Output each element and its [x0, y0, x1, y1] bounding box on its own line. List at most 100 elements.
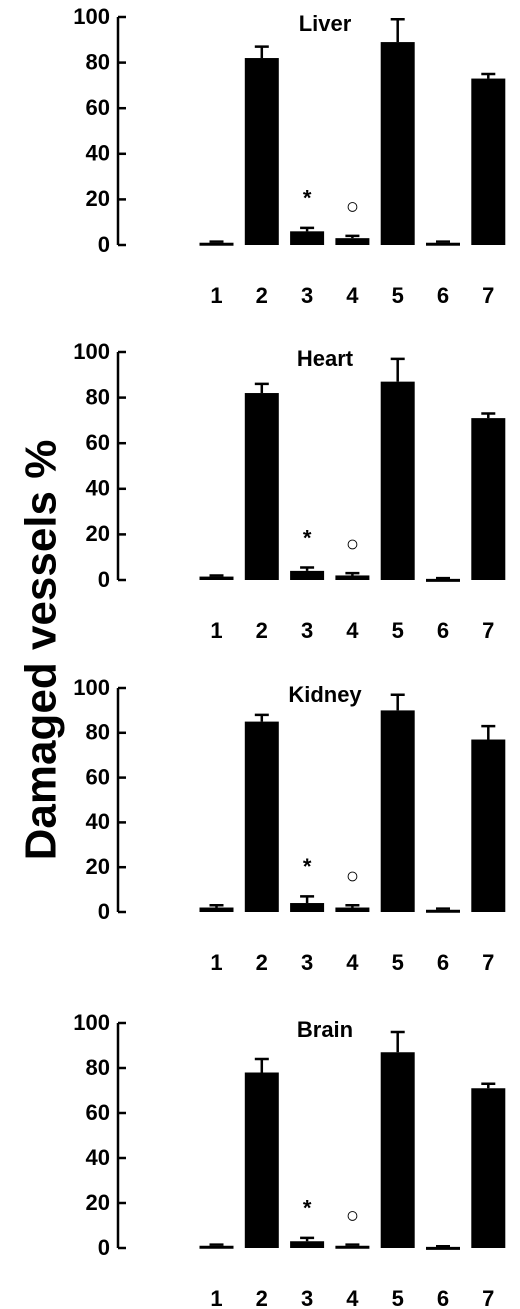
- x-tick-label: 5: [392, 950, 404, 975]
- annotation: ○: [346, 531, 359, 556]
- x-tick-label: 5: [392, 1286, 404, 1309]
- x-tick-label: 2: [256, 1286, 268, 1309]
- annotation: ○: [346, 863, 359, 888]
- error-bar: [254, 713, 269, 722]
- annotation: *: [303, 186, 312, 211]
- bar: [426, 909, 460, 913]
- y-tick-label: 0: [98, 899, 110, 924]
- x-tick-label: 1: [210, 618, 222, 643]
- error-bar: [254, 45, 269, 59]
- y-tick-label: 20: [86, 854, 110, 879]
- error-bar: [436, 240, 450, 243]
- error-bar: [209, 240, 224, 243]
- error-bar: [390, 357, 405, 382]
- annotation: *: [303, 1196, 312, 1221]
- y-tick-label: 20: [86, 1190, 110, 1215]
- x-tick-label: 3: [301, 950, 313, 975]
- x-tick-label: 1: [210, 1286, 222, 1309]
- error-bar: [254, 1057, 269, 1073]
- error-bar: [481, 412, 496, 419]
- x-tick-label: 7: [482, 950, 494, 975]
- bar: [199, 242, 234, 246]
- y-tick-label: 100: [73, 339, 110, 364]
- error-bar: [300, 895, 315, 904]
- annotation: *: [303, 854, 312, 879]
- bar: [471, 1088, 506, 1248]
- bar: [380, 1052, 415, 1248]
- bar: [471, 739, 506, 912]
- y-tick-label: 60: [86, 95, 110, 120]
- bar: [290, 1241, 325, 1248]
- bar: [426, 242, 460, 246]
- error-bar: [436, 1244, 450, 1248]
- panel-title: Liver: [299, 11, 352, 36]
- error-bar: [481, 1082, 496, 1089]
- bar: [244, 58, 279, 245]
- y-tick-label: 80: [86, 1055, 110, 1080]
- y-tick-label: 0: [98, 567, 110, 592]
- y-tick-label: 40: [86, 1145, 110, 1170]
- x-tick-label: 3: [301, 618, 313, 643]
- y-axis-label: Damaged vessels %: [17, 440, 66, 861]
- bar: [290, 231, 325, 245]
- bar: [199, 576, 234, 580]
- y-tick-label: 60: [86, 430, 110, 455]
- annotation: *: [303, 525, 312, 550]
- x-tick-label: 5: [392, 283, 404, 308]
- y-tick-label: 20: [86, 521, 110, 546]
- y-tick-label: 0: [98, 232, 110, 257]
- x-tick-label: 2: [256, 283, 268, 308]
- y-tick-label: 60: [86, 764, 110, 789]
- annotation: ○: [346, 1202, 359, 1227]
- error-bar: [209, 1243, 224, 1246]
- x-tick-label: 7: [482, 283, 494, 308]
- error-bar: [300, 566, 315, 571]
- bar: [290, 570, 325, 580]
- x-tick-label: 6: [437, 283, 449, 308]
- y-tick-label: 100: [73, 4, 110, 29]
- error-bar: [390, 693, 405, 711]
- x-tick-label: 7: [482, 618, 494, 643]
- bar: [471, 418, 506, 580]
- x-tick-label: 4: [346, 283, 359, 308]
- x-tick-label: 1: [210, 950, 222, 975]
- error-bar: [481, 72, 496, 79]
- y-tick-label: 20: [86, 186, 110, 211]
- y-tick-label: 80: [86, 384, 110, 409]
- x-tick-label: 3: [301, 1286, 313, 1309]
- x-tick-label: 4: [346, 618, 359, 643]
- error-bar: [345, 234, 360, 239]
- y-tick-label: 0: [98, 1235, 110, 1260]
- y-tick-label: 40: [86, 809, 110, 834]
- bar: [380, 710, 415, 912]
- bar: [426, 1246, 460, 1250]
- annotation: ○: [346, 194, 359, 219]
- bar: [290, 903, 325, 912]
- bar: [335, 907, 370, 912]
- bar: [380, 381, 415, 580]
- error-bar: [436, 576, 450, 580]
- bar: [426, 578, 460, 582]
- bar: [244, 721, 279, 912]
- error-bar: [345, 1243, 360, 1246]
- y-tick-label: 40: [86, 141, 110, 166]
- x-tick-label: 4: [346, 950, 359, 975]
- bar: [471, 78, 506, 245]
- error-bar: [481, 724, 496, 740]
- x-tick-label: 2: [256, 618, 268, 643]
- x-tick-label: 2: [256, 950, 268, 975]
- y-tick-label: 80: [86, 49, 110, 74]
- error-bar: [390, 1030, 405, 1053]
- bar: [244, 1072, 279, 1248]
- bar: [244, 393, 279, 580]
- error-bar: [209, 574, 224, 577]
- x-tick-label: 6: [437, 950, 449, 975]
- panel-title: Heart: [297, 346, 354, 371]
- error-bar: [209, 904, 224, 908]
- y-tick-label: 80: [86, 720, 110, 745]
- bar: [199, 907, 234, 912]
- y-tick-label: 60: [86, 1100, 110, 1125]
- bar: [199, 1245, 234, 1249]
